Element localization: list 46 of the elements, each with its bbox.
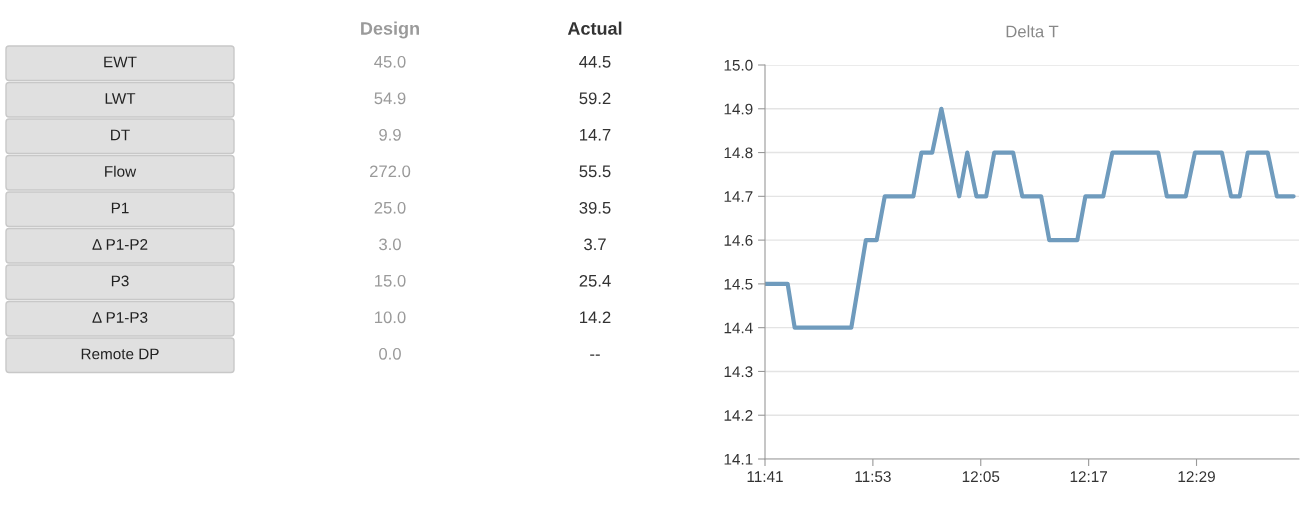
category-label: Δ P1-P3: [92, 312, 148, 323]
line-series: [765, 106, 1296, 330]
x-tick-label: 12:29: [1178, 471, 1215, 483]
y-tick-label: 14.9: [724, 103, 753, 115]
x-tick-label: 11:53: [855, 471, 891, 483]
data-label: 25.4: [579, 274, 611, 287]
x-tick-label: 11:41: [747, 471, 783, 482]
x-tick-label: 12:05: [962, 471, 1000, 483]
chart-title: Delta T: [1006, 25, 1059, 38]
y-tick-label: 14.6: [724, 234, 753, 246]
y-tick-label: 14.3: [724, 366, 753, 378]
data-label: 14.7: [580, 129, 611, 141]
category-label: Remote DP: [81, 348, 159, 360]
category-label: EWT: [104, 56, 137, 68]
data-label: 59.2: [579, 92, 611, 105]
legend-label: Design: [361, 21, 419, 39]
category-label: Flow: [105, 165, 137, 177]
x-tick-label: 12:17: [1070, 471, 1107, 482]
y-tick-label: 14.8: [724, 147, 753, 159]
data-label: 25.0: [374, 201, 406, 214]
y-tick-label: 14.1: [724, 454, 753, 465]
y-tick-label: 14.2: [724, 410, 753, 421]
data-label: 0.0: [379, 347, 401, 360]
data-label: 54.9: [374, 92, 406, 105]
y-tick-label: 15.0: [724, 59, 753, 71]
data-label: 272.0: [369, 165, 411, 178]
data-label: 55.5: [579, 165, 611, 178]
data-label: 39.5: [579, 201, 611, 214]
data-label: 3.7: [584, 238, 606, 251]
data-label: 14.2: [580, 311, 611, 324]
y-tick-label: 14.5: [724, 278, 753, 290]
data-label: 10.0: [375, 311, 406, 324]
data-label: 9.9: [379, 128, 401, 141]
category-label: Δ P1-P2: [92, 239, 148, 250]
data-label: 3.0: [379, 238, 401, 251]
data-label: --: [590, 354, 600, 356]
category-label: P1: [111, 202, 129, 214]
category-label: LWT: [105, 93, 136, 104]
category-label: DT: [111, 129, 130, 141]
data-label: 45.0: [374, 55, 406, 68]
legend-label: Actual: [567, 21, 622, 35]
category-label: P3: [111, 275, 129, 287]
data-label: 15.0: [375, 274, 406, 287]
data-label: 44.5: [579, 56, 611, 68]
y-tick-label: 14.4: [724, 322, 753, 334]
y-tick-label: 14.7: [724, 191, 753, 202]
